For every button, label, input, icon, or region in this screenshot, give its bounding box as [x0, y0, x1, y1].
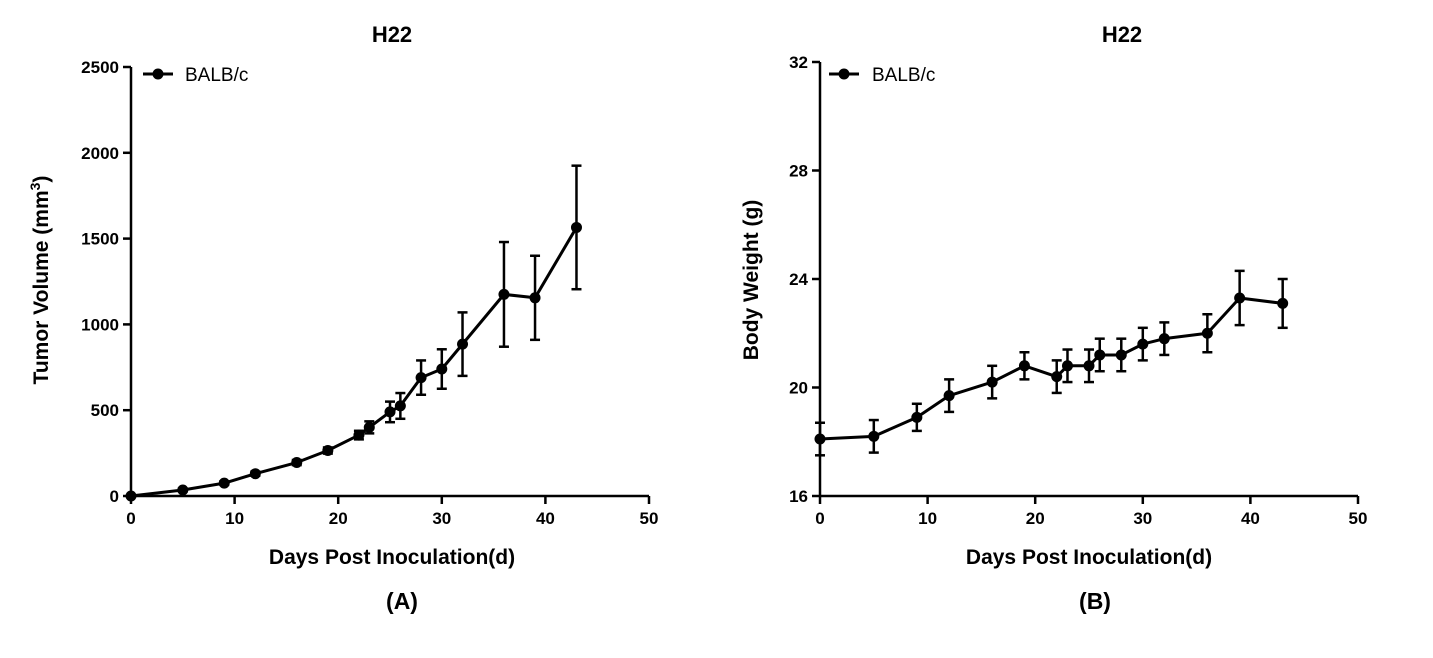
panel-label-b: (B)	[1079, 588, 1111, 614]
x-tick-label-a: 40	[536, 509, 555, 528]
y-tick-label-b: 28	[789, 162, 808, 181]
data-point-b	[1158, 333, 1170, 345]
y-tick-label-a: 500	[91, 401, 119, 420]
y-tick-label-b: 24	[789, 270, 808, 289]
data-point-b	[1201, 327, 1213, 339]
x-tick-label-a: 10	[225, 509, 244, 528]
legend-b: BALB/c	[829, 65, 935, 86]
data-point-a	[457, 338, 469, 350]
data-point-a	[218, 477, 230, 489]
data-point-b	[943, 390, 955, 402]
x-tick-label-b: 0	[815, 509, 824, 528]
data-point-a	[322, 445, 334, 457]
y-tick-label-a: 0	[110, 487, 119, 506]
x-tick-label-b: 40	[1241, 509, 1260, 528]
y-tick-label-a: 2000	[81, 144, 119, 163]
legend-marker-b	[838, 68, 850, 80]
data-point-b	[1018, 360, 1030, 372]
legend-label-a: BALB/c	[185, 65, 248, 86]
x-tick-label-a: 50	[640, 509, 659, 528]
y-axis-label-b: Body Weight (g)	[740, 200, 763, 361]
y-tick-label-a: 1500	[81, 230, 119, 249]
data-point-a	[363, 421, 375, 433]
y-axis-label-a-suffix: )	[30, 176, 53, 183]
data-point-a	[353, 429, 365, 441]
x-axis-label-a: Days Post Inoculation(d)	[269, 546, 515, 569]
x-axis-label-b: Days Post Inoculation(d)	[966, 546, 1212, 569]
x-tick-label-b: 20	[1026, 509, 1045, 528]
data-point-b	[1115, 349, 1127, 361]
data-point-a	[529, 292, 541, 304]
data-point-b	[1277, 297, 1289, 309]
data-point-b	[868, 430, 880, 442]
data-point-b	[1234, 292, 1246, 304]
data-point-a	[415, 372, 427, 384]
data-point-b	[1083, 360, 1095, 372]
data-point-b	[1137, 338, 1149, 350]
y-tick-label-a: 1000	[81, 315, 119, 334]
data-point-b	[1061, 360, 1073, 372]
data-point-a	[570, 221, 582, 233]
data-point-a	[384, 406, 396, 418]
data-point-b	[986, 376, 998, 388]
data-point-a	[177, 484, 189, 496]
data-point-a	[436, 363, 448, 375]
y-axis-label-b-text: Body Weight (g)	[740, 200, 763, 361]
chart-title-b: H22	[1102, 22, 1142, 47]
y-axis-label-a-sup: 3	[27, 182, 43, 190]
chart-panel-b: H22 Days Post Inoculation(d) Body Weight…	[740, 22, 1367, 614]
data-point-a	[291, 457, 303, 469]
y-tick-label-b: 16	[789, 487, 808, 506]
data-point-a	[125, 490, 137, 502]
legend-a: BALB/c	[143, 65, 248, 86]
chart-title-a: H22	[372, 22, 412, 47]
x-tick-label-a: 0	[126, 509, 135, 528]
x-tick-label-a: 30	[432, 509, 451, 528]
y-tick-label-b: 20	[789, 379, 808, 398]
x-tick-label-b: 50	[1349, 509, 1368, 528]
x-tick-label-b: 30	[1133, 509, 1152, 528]
data-point-a	[394, 400, 406, 412]
y-tick-label-a: 2500	[81, 58, 119, 77]
y-tick-label-b: 32	[789, 53, 808, 72]
y-axis-label-a-prefix: Tumor Volume (mm	[30, 190, 53, 384]
series-line-b	[819, 296, 1283, 441]
x-tick-label-b: 10	[918, 509, 937, 528]
data-point-b	[814, 433, 826, 445]
data-point-b	[1051, 371, 1063, 383]
data-point-b	[1094, 349, 1106, 361]
chart-panel-a: H22 Days Post Inoculation(d) Tumor Volum…	[27, 22, 658, 614]
data-point-b	[911, 411, 923, 423]
x-tick-label-a: 20	[329, 509, 348, 528]
panel-label-a: (A)	[386, 588, 418, 614]
legend-label-b: BALB/c	[872, 65, 935, 86]
data-point-a	[249, 468, 261, 480]
series-line-a	[130, 226, 578, 498]
y-axis-label-a: Tumor Volume (mm3)	[27, 176, 53, 385]
legend-marker-a	[152, 68, 164, 80]
data-point-a	[498, 288, 510, 300]
